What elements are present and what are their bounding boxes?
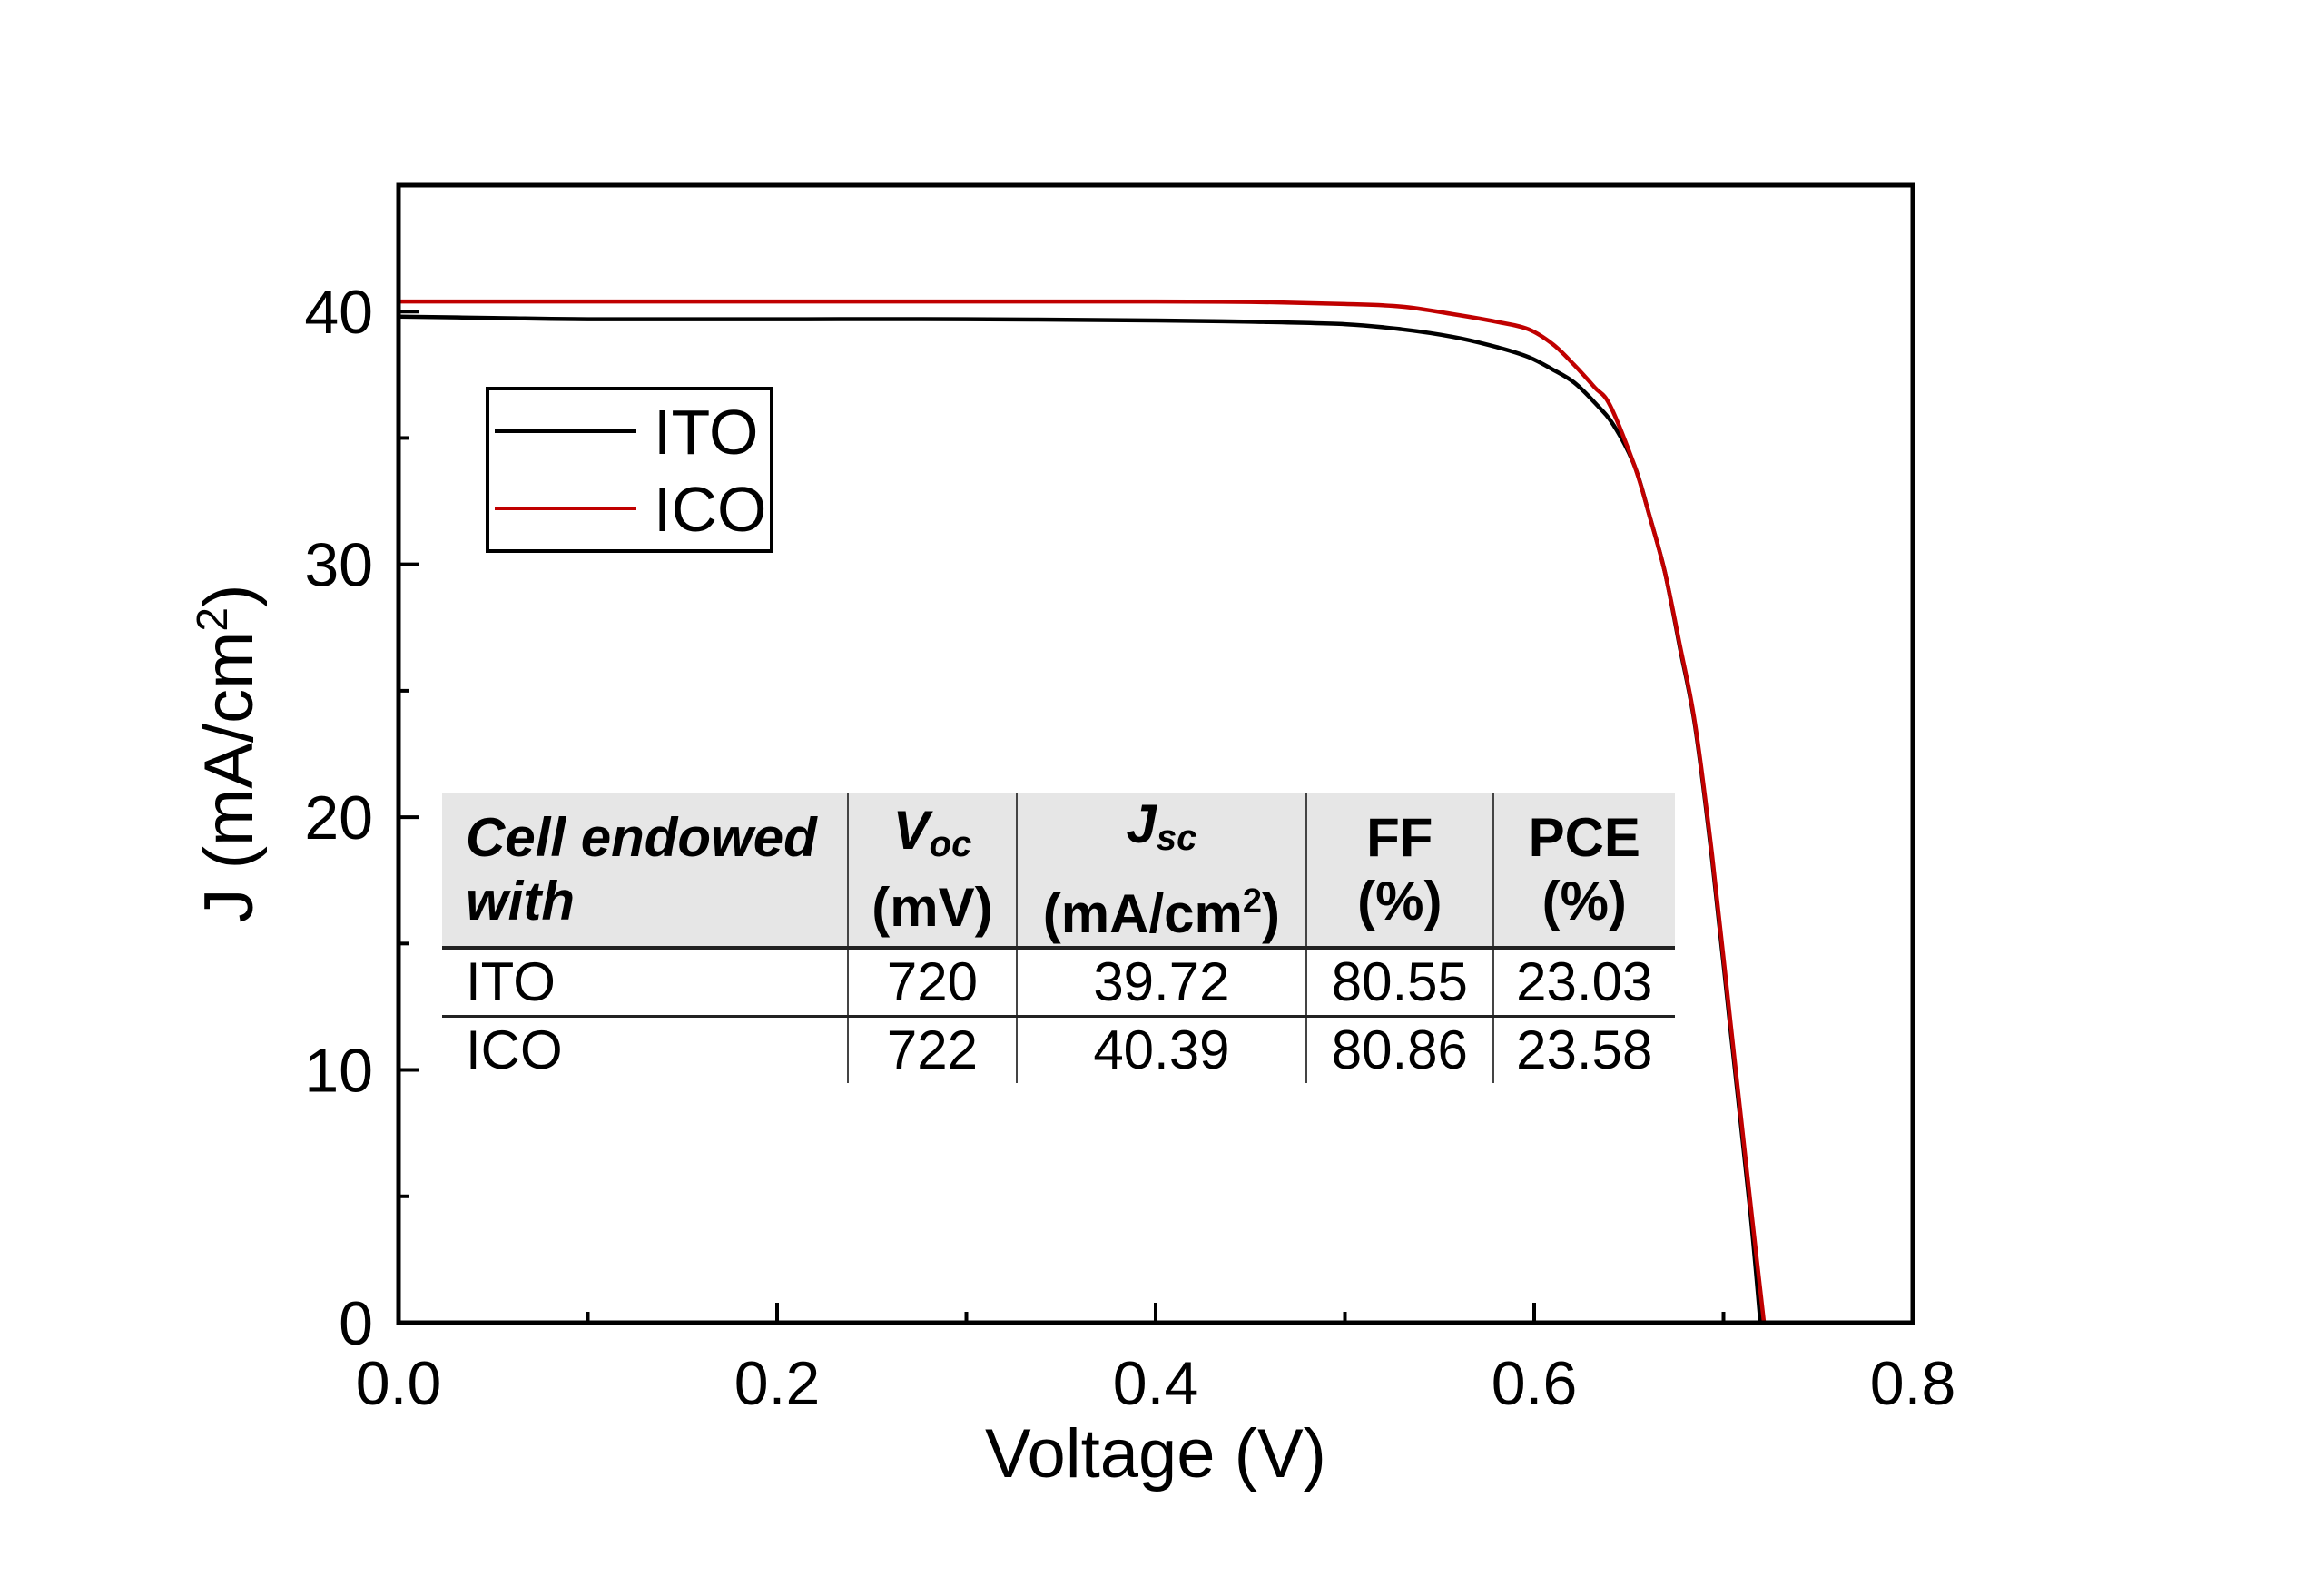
x-tick-label: 0.8 bbox=[1870, 1349, 1956, 1418]
table-row: ITO 720 39.72 80.55 23.03 bbox=[442, 948, 1675, 1018]
header-pce: PCE (%) bbox=[1492, 793, 1675, 950]
x-axis-title: Voltage (V) bbox=[985, 1415, 1326, 1492]
legend-label-ito: ITO bbox=[654, 397, 758, 468]
header-jsc-unit: (mA/cm bbox=[1042, 883, 1243, 944]
y-tick-label: 20 bbox=[304, 783, 373, 852]
header-jsc-unit-sup: 2 bbox=[1242, 882, 1262, 921]
x-tick-label: 0.6 bbox=[1492, 1349, 1578, 1418]
header-voc: Voc (mV) bbox=[847, 793, 1017, 950]
header-voc-subscript: oc bbox=[929, 824, 972, 864]
series-layer bbox=[398, 299, 1767, 1324]
cell-ff: 80.55 bbox=[1305, 948, 1493, 1018]
performance-table: Cell endowed with Voc (mV) Jsc (mA/cm2) … bbox=[442, 793, 1675, 1083]
table-header-row: Cell endowed with Voc (mV) Jsc (mA/cm2) … bbox=[442, 793, 1675, 950]
plot-frame bbox=[396, 182, 1915, 1325]
header-jsc: Jsc (mA/cm2) bbox=[1015, 793, 1307, 950]
header-jsc-unit-close: ) bbox=[1262, 883, 1280, 944]
cell-pce: 23.58 bbox=[1492, 1016, 1675, 1083]
y-axis-title-close: ) bbox=[191, 585, 268, 607]
legend-box bbox=[486, 387, 773, 553]
x-tick-label: 0.2 bbox=[734, 1349, 821, 1418]
x-tick-label: 0.0 bbox=[356, 1349, 442, 1418]
header-jsc-symbol: J bbox=[1126, 793, 1157, 854]
header-cell-endowed-line2: with bbox=[466, 870, 575, 931]
header-ff: FF (%) bbox=[1305, 793, 1493, 950]
cell-jsc: 40.39 bbox=[1015, 1016, 1307, 1083]
header-voc-unit: (mV) bbox=[872, 877, 993, 938]
series-line-ico bbox=[399, 299, 1767, 1324]
ticks-layer: 0.0 0.2 0.4 0.6 0.8 0 10 20 30 40 bbox=[304, 278, 1955, 1418]
cell-name: ICO bbox=[466, 1020, 563, 1080]
legend: ITO ICO bbox=[486, 387, 773, 553]
header-ff-label: FF bbox=[1366, 806, 1433, 868]
header-cell-endowed: Cell endowed with bbox=[442, 793, 849, 950]
cell-voc: 720 bbox=[847, 948, 1017, 1018]
table-row: ICO 722 40.39 80.86 23.58 bbox=[442, 1016, 1675, 1083]
header-cell-endowed-line1: Cell endowed bbox=[466, 806, 817, 868]
header-pce-label: PCE bbox=[1528, 806, 1640, 868]
cell-pce: 23.03 bbox=[1492, 948, 1675, 1018]
legend-label-ico: ICO bbox=[654, 474, 766, 545]
x-tick-label: 0.4 bbox=[1113, 1349, 1199, 1418]
y-axis-title-main: J (mA/cm bbox=[191, 632, 268, 923]
y-tick-label: 0 bbox=[339, 1289, 373, 1358]
cell-jsc: 39.72 bbox=[1015, 948, 1307, 1018]
y-tick-label: 10 bbox=[304, 1037, 373, 1106]
header-pce-unit: (%) bbox=[1541, 870, 1627, 931]
header-ff-unit: (%) bbox=[1357, 870, 1443, 931]
y-axis-title: J (mA/cm2) bbox=[189, 585, 268, 923]
header-voc-symbol: V bbox=[892, 800, 930, 861]
cell-voc: 722 bbox=[847, 1016, 1017, 1083]
cell-name: ITO bbox=[442, 948, 849, 1018]
y-tick-label: 30 bbox=[304, 531, 373, 600]
header-jsc-subscript: sc bbox=[1156, 818, 1197, 858]
y-axis-title-sup: 2 bbox=[189, 607, 237, 632]
cell-ff: 80.86 bbox=[1305, 1016, 1493, 1083]
y-tick-label: 40 bbox=[304, 278, 373, 347]
